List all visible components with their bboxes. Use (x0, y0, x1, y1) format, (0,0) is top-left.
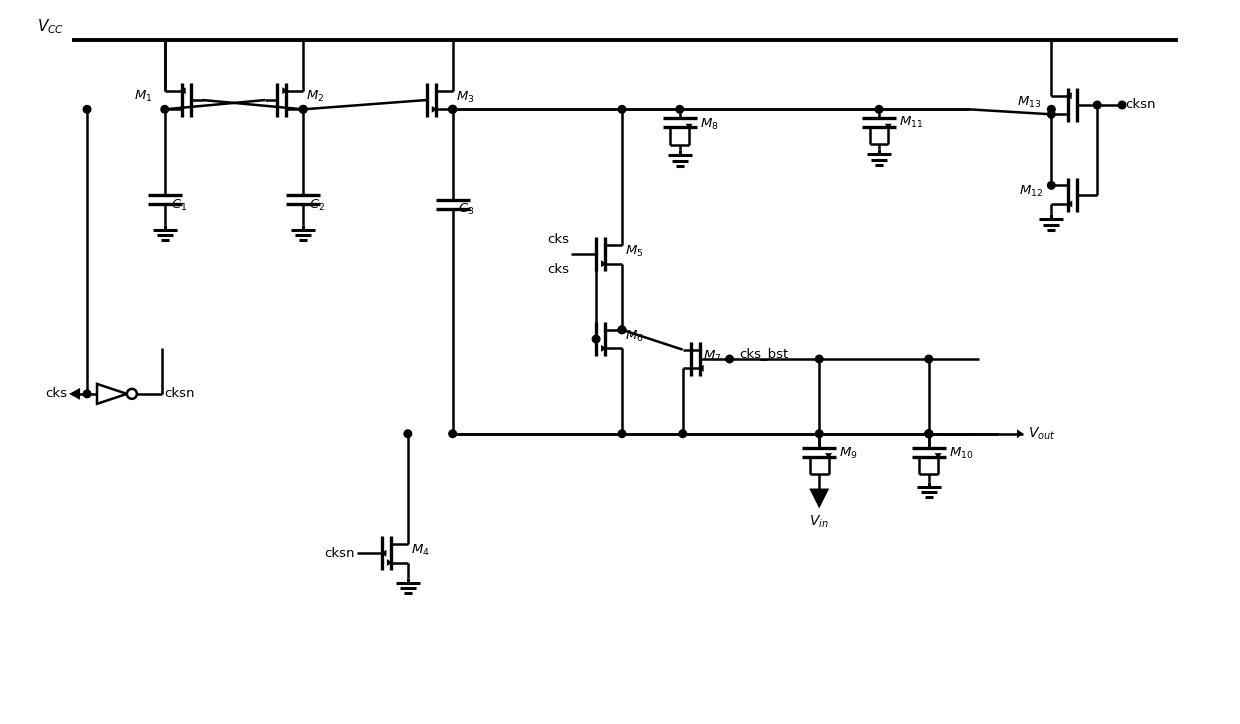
Circle shape (161, 106, 169, 113)
Circle shape (449, 106, 456, 113)
Circle shape (619, 326, 626, 334)
Circle shape (83, 390, 91, 397)
Text: cks_bst: cks_bst (739, 347, 789, 360)
Polygon shape (387, 559, 392, 566)
Circle shape (925, 355, 932, 363)
Text: $C_1$: $C_1$ (171, 198, 187, 213)
Text: $M_9$: $M_9$ (839, 446, 858, 461)
Polygon shape (810, 489, 830, 508)
Text: $M_3$: $M_3$ (455, 90, 474, 104)
Circle shape (404, 430, 412, 437)
Text: $M_2$: $M_2$ (306, 88, 325, 104)
Text: $M_{12}$: $M_{12}$ (1019, 184, 1043, 199)
Circle shape (449, 106, 456, 113)
Polygon shape (935, 453, 941, 458)
Text: $C_3$: $C_3$ (458, 202, 474, 217)
Polygon shape (1017, 429, 1023, 438)
Circle shape (925, 430, 932, 437)
Circle shape (299, 106, 308, 113)
Text: $V_{out}$: $V_{out}$ (1028, 426, 1056, 442)
Circle shape (725, 355, 733, 363)
Text: cksn: cksn (164, 387, 195, 400)
Text: cksn: cksn (1125, 98, 1156, 111)
Polygon shape (686, 124, 693, 130)
Polygon shape (1066, 201, 1073, 208)
Polygon shape (601, 345, 606, 352)
Circle shape (1048, 106, 1055, 113)
Polygon shape (283, 87, 288, 94)
Text: $M_4$: $M_4$ (410, 543, 429, 557)
Text: $C_2$: $C_2$ (309, 198, 325, 213)
Text: $M_{11}$: $M_{11}$ (899, 114, 924, 130)
Polygon shape (180, 87, 186, 94)
Circle shape (619, 106, 626, 113)
Circle shape (449, 430, 456, 437)
Text: $M_{13}$: $M_{13}$ (1017, 94, 1042, 109)
Circle shape (680, 430, 687, 437)
Polygon shape (601, 260, 606, 267)
Text: $M_1$: $M_1$ (134, 88, 153, 104)
Circle shape (1048, 182, 1055, 189)
Text: $V_{CC}$: $V_{CC}$ (37, 17, 64, 36)
Text: cks: cks (547, 263, 569, 276)
Text: cks: cks (45, 387, 67, 400)
Text: $M_8$: $M_8$ (699, 117, 718, 132)
Text: cksn: cksn (325, 547, 355, 560)
Circle shape (875, 106, 883, 113)
Circle shape (1048, 111, 1055, 118)
Text: $M_5$: $M_5$ (625, 244, 644, 259)
Text: $M_{10}$: $M_{10}$ (949, 446, 973, 461)
Polygon shape (825, 453, 832, 458)
Text: $V_{in}$: $V_{in}$ (810, 513, 830, 530)
Circle shape (593, 335, 600, 343)
Polygon shape (69, 388, 81, 400)
Circle shape (299, 106, 308, 113)
Text: cks: cks (547, 233, 569, 246)
Polygon shape (885, 124, 892, 130)
Circle shape (925, 430, 932, 437)
Polygon shape (698, 365, 703, 372)
Circle shape (1094, 101, 1101, 109)
Text: $M_6$: $M_6$ (625, 329, 644, 344)
Circle shape (449, 106, 456, 113)
Polygon shape (1066, 92, 1071, 99)
Polygon shape (432, 106, 438, 113)
Circle shape (816, 430, 823, 437)
Circle shape (83, 106, 91, 113)
Circle shape (619, 430, 626, 437)
Circle shape (619, 326, 626, 334)
Circle shape (676, 106, 683, 113)
Circle shape (816, 355, 823, 363)
Circle shape (1118, 101, 1126, 109)
Text: $M_7$: $M_7$ (703, 348, 722, 363)
Polygon shape (381, 550, 387, 557)
Circle shape (925, 430, 932, 437)
